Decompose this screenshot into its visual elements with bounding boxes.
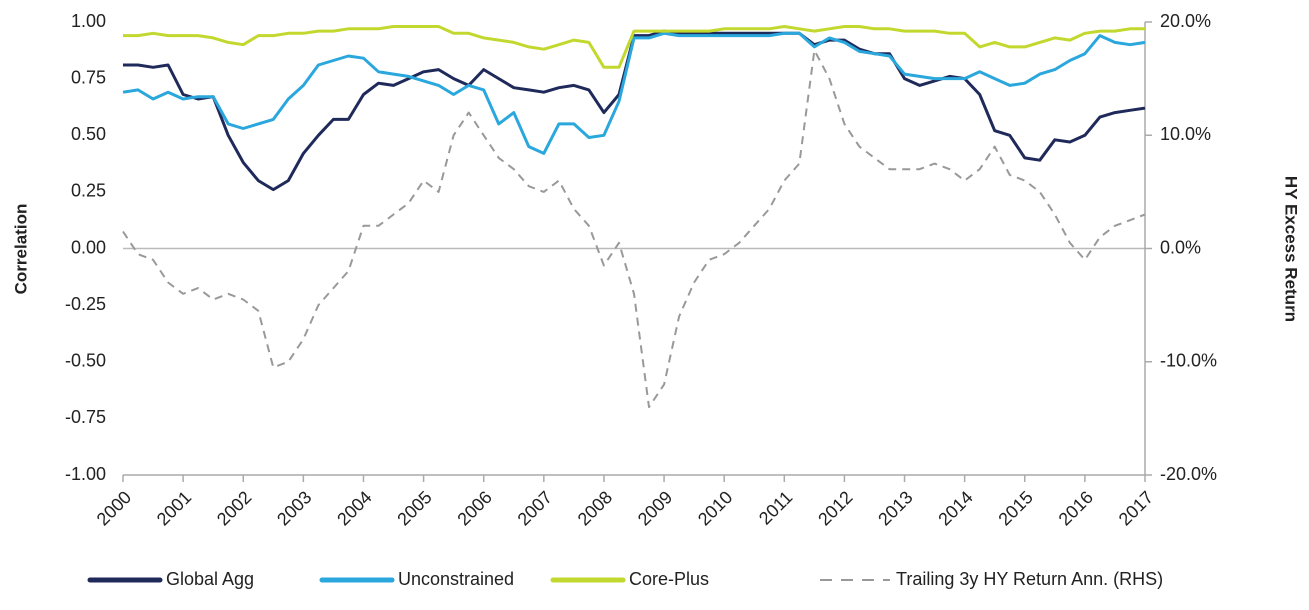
x-tick-label: 2002 bbox=[213, 487, 255, 529]
x-tick-label: 2004 bbox=[333, 487, 375, 529]
series-line bbox=[122, 31, 1146, 155]
y-tick-label: -0.50 bbox=[65, 351, 106, 371]
series-line bbox=[123, 25, 1145, 69]
x-tick-label: 2017 bbox=[1115, 487, 1157, 529]
y-tick-label: 0.00 bbox=[71, 237, 106, 257]
x-tick-label: 2007 bbox=[514, 487, 556, 529]
y-tick-label: 0.50 bbox=[71, 124, 106, 144]
y2-tick-label: 0.0% bbox=[1160, 237, 1201, 257]
y-tick-label: 0.25 bbox=[71, 181, 106, 201]
y-tick-label: -0.25 bbox=[65, 294, 106, 314]
y2-tick-label: 20.0% bbox=[1160, 11, 1211, 31]
y-tick-label: -0.75 bbox=[65, 407, 106, 427]
x-tick-label: 2003 bbox=[273, 487, 315, 529]
x-tick-label: 2009 bbox=[634, 487, 676, 529]
x-tick-label: 2012 bbox=[814, 487, 856, 529]
x-tick-label: 2011 bbox=[755, 487, 797, 529]
series-line bbox=[122, 49, 1146, 409]
legend-label: Core-Plus bbox=[629, 569, 709, 589]
x-tick-label: 2016 bbox=[1055, 487, 1097, 529]
x-tick-label: 2000 bbox=[93, 487, 135, 529]
series-line bbox=[123, 29, 1146, 192]
legend-label: Trailing 3y HY Return Ann. (RHS) bbox=[896, 569, 1163, 589]
x-tick-label: 2010 bbox=[694, 487, 736, 529]
y2-tick-label: 10.0% bbox=[1160, 124, 1211, 144]
x-tick-label: 2013 bbox=[874, 487, 916, 529]
x-tick-label: 2006 bbox=[453, 487, 495, 529]
y2-axis-title: HY Excess Return bbox=[1282, 176, 1301, 322]
legend-label: Global Agg bbox=[166, 569, 254, 589]
x-tick-label: 2005 bbox=[393, 487, 435, 529]
y-axis-title: Correlation bbox=[11, 204, 30, 295]
x-tick-label: 2008 bbox=[574, 487, 616, 529]
legend-label: Unconstrained bbox=[398, 569, 514, 589]
x-tick-label: 2015 bbox=[994, 487, 1036, 529]
x-tick-label: 2014 bbox=[934, 487, 976, 529]
y2-tick-label: -20.0% bbox=[1160, 464, 1217, 484]
x-tick-label: 2001 bbox=[153, 487, 195, 529]
y2-tick-label: -10.0% bbox=[1160, 351, 1217, 371]
y-tick-label: 1.00 bbox=[71, 11, 106, 31]
y-tick-label: -1.00 bbox=[65, 464, 106, 484]
y-tick-label: 0.75 bbox=[71, 67, 106, 87]
